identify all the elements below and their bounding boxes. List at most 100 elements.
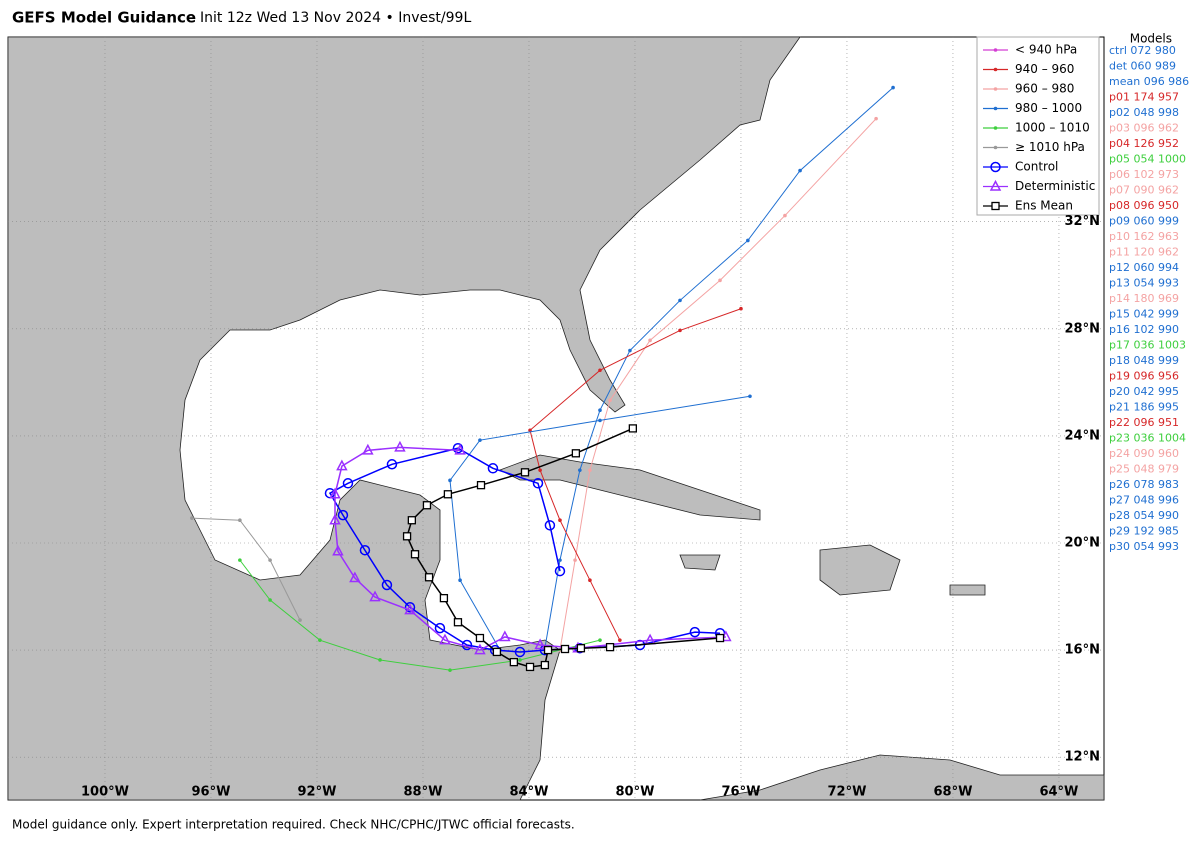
mean-point <box>407 516 416 525</box>
x-tick-label: 96°W <box>192 785 231 800</box>
member-point <box>588 578 592 583</box>
mean-point <box>443 490 453 499</box>
y-tick-label: 28°N <box>1065 321 1100 336</box>
member-point <box>458 578 462 583</box>
member-point <box>598 418 602 423</box>
model-entry: p08 096 950 <box>1109 199 1179 212</box>
member-point <box>993 106 998 111</box>
deterministic-point <box>499 630 511 642</box>
control-point <box>689 626 701 638</box>
mean-point <box>560 644 570 654</box>
y-tick-label: 32°N <box>1065 214 1100 229</box>
y-tick-label: 16°N <box>1065 643 1100 658</box>
model-entry: p03 096 962 <box>1109 122 1179 135</box>
member-point <box>798 168 802 173</box>
member-point <box>538 468 542 472</box>
deterministic-point <box>362 443 374 455</box>
y-tick-label: 12°N <box>1065 750 1100 765</box>
mean-point <box>540 660 550 670</box>
model-entry: p25 048 979 <box>1109 463 1179 476</box>
mean-point <box>628 424 637 433</box>
legend-label: ≥ 1010 hPa <box>1015 140 1085 154</box>
track <box>238 558 602 672</box>
member-point <box>238 518 242 523</box>
model-entry: mean 096 986 <box>1109 75 1189 88</box>
member-point <box>993 48 998 52</box>
model-entry: ctrl 072 980 <box>1109 44 1176 57</box>
track <box>190 516 302 622</box>
member-point <box>598 368 602 373</box>
member-point <box>378 658 382 662</box>
track-line <box>559 118 877 651</box>
member-point <box>558 518 562 523</box>
control-point <box>452 442 464 454</box>
track-line <box>449 395 751 651</box>
control-point <box>386 459 398 470</box>
models-title: Models <box>1130 32 1172 46</box>
model-entry: p05 054 1000 <box>1109 153 1186 166</box>
title: GEFS Model Guidance <box>12 9 196 27</box>
mean-point <box>422 501 432 510</box>
member-point <box>891 85 895 90</box>
model-entry: p02 048 998 <box>1109 106 1179 119</box>
deterministic-point <box>989 179 1002 191</box>
member-point <box>448 478 452 483</box>
x-tick-label: 64°W <box>1039 785 1078 800</box>
model-entry: p06 102 973 <box>1109 168 1179 181</box>
member-point <box>618 638 622 642</box>
track-line <box>406 427 721 668</box>
x-tick-label: 88°W <box>404 785 443 800</box>
control-point <box>532 478 544 489</box>
mean-point <box>991 201 1000 211</box>
member-point <box>678 298 682 303</box>
mean-point <box>605 642 615 652</box>
member-point <box>573 558 577 562</box>
x-tick-label: 92°W <box>298 785 337 800</box>
deterministic-point <box>336 459 348 471</box>
model-entry: p11 120 962 <box>1109 246 1179 259</box>
x-tick-label: 100°W <box>81 785 129 800</box>
model-entry: p12 060 994 <box>1109 261 1179 274</box>
model-entry: p28 054 990 <box>1109 509 1179 522</box>
y-tick-label: 20°N <box>1065 535 1100 550</box>
control-point <box>342 478 354 489</box>
member-point <box>238 558 242 562</box>
model-entry: p26 078 983 <box>1109 478 1179 491</box>
member-point <box>628 348 632 353</box>
deterministic-point <box>439 633 451 645</box>
legend-label: < 940 hPa <box>1015 43 1077 57</box>
control-point <box>990 161 1001 173</box>
mean-point <box>571 449 581 458</box>
footer: Model guidance only. Expert interpretati… <box>12 818 575 832</box>
mean-point <box>410 550 420 559</box>
deterministic-point <box>329 513 341 525</box>
model-entry: p16 102 990 <box>1109 323 1179 336</box>
model-entry: p30 054 993 <box>1109 540 1179 553</box>
legend-label: 960 – 980 <box>1015 82 1074 96</box>
member-point <box>448 668 452 672</box>
model-entry: p07 090 962 <box>1109 184 1179 197</box>
member-point <box>558 558 562 562</box>
control-point <box>487 463 499 474</box>
control-point <box>359 544 371 556</box>
control-point <box>381 579 393 591</box>
mean-point <box>715 633 725 643</box>
deterministic-point <box>404 603 416 615</box>
member-point <box>318 638 322 642</box>
member-point <box>874 116 878 121</box>
member-point <box>746 238 750 243</box>
models-list: Models ctrl 072 980 det 060 989 mean 096 9… <box>1109 32 1189 554</box>
member-point <box>993 145 998 150</box>
model-entry: p14 180 969 <box>1109 292 1179 305</box>
mean-point <box>543 645 553 655</box>
member-point <box>268 558 272 562</box>
mean-point <box>492 647 502 657</box>
deterministic-point <box>369 590 381 602</box>
member-point <box>528 428 532 433</box>
model-entry: p20 042 995 <box>1109 385 1179 398</box>
x-tick-label: 76°W <box>721 785 760 800</box>
legend-label: 1000 – 1010 <box>1015 121 1090 135</box>
model-entry: p13 054 993 <box>1109 277 1179 290</box>
track <box>329 440 732 655</box>
x-tick-label: 72°W <box>827 785 866 800</box>
